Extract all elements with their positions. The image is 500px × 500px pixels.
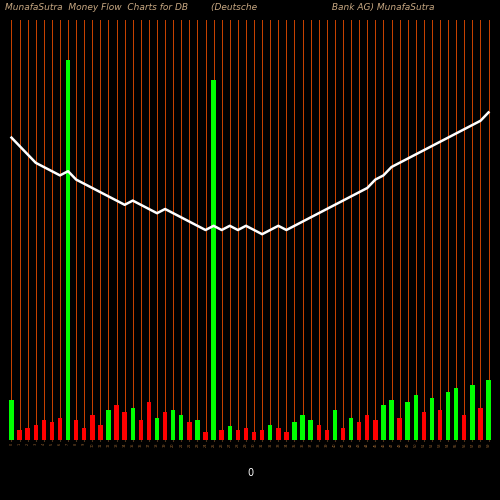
Bar — [236, 430, 240, 440]
Bar — [478, 408, 482, 440]
Bar — [332, 410, 337, 440]
Bar — [187, 422, 192, 440]
Bar — [82, 428, 86, 440]
Bar — [462, 415, 466, 440]
Bar — [357, 422, 362, 440]
Bar — [438, 410, 442, 440]
Bar — [486, 380, 491, 440]
Bar — [58, 418, 62, 440]
Bar — [300, 415, 305, 440]
Bar — [260, 430, 264, 440]
Bar — [50, 422, 54, 440]
Bar — [398, 418, 402, 440]
Bar — [316, 425, 321, 440]
Bar — [414, 395, 418, 440]
Bar — [163, 412, 168, 440]
Bar — [146, 402, 151, 440]
Bar — [220, 430, 224, 440]
Bar — [470, 385, 474, 440]
Bar — [106, 410, 110, 440]
Bar — [66, 60, 70, 440]
Bar — [42, 420, 46, 440]
Bar — [381, 405, 386, 440]
Bar — [171, 410, 175, 440]
Bar — [430, 398, 434, 440]
Bar — [422, 412, 426, 440]
Bar — [195, 420, 200, 440]
Bar — [228, 426, 232, 440]
Bar — [122, 412, 127, 440]
Bar — [365, 415, 370, 440]
Bar — [276, 428, 280, 440]
Bar — [114, 405, 119, 440]
Bar — [130, 408, 135, 440]
Text: 0: 0 — [247, 468, 253, 478]
Bar — [454, 388, 458, 440]
Bar — [90, 415, 94, 440]
Bar — [34, 425, 38, 440]
Bar — [390, 400, 394, 440]
Bar — [244, 428, 248, 440]
Bar — [292, 422, 296, 440]
Bar — [349, 418, 354, 440]
Bar — [446, 392, 450, 440]
Bar — [324, 430, 329, 440]
Bar — [212, 80, 216, 440]
Bar — [98, 425, 102, 440]
Text: MunafaSutra  Money Flow  Charts for DB        (Deutsche                         : MunafaSutra Money Flow Charts for DB (De… — [5, 2, 434, 12]
Bar — [284, 432, 288, 440]
Bar — [373, 420, 378, 440]
Bar — [179, 415, 184, 440]
Bar — [268, 425, 272, 440]
Bar — [18, 430, 22, 440]
Bar — [138, 420, 143, 440]
Bar — [9, 400, 14, 440]
Bar — [74, 420, 78, 440]
Bar — [204, 432, 208, 440]
Bar — [252, 432, 256, 440]
Bar — [26, 428, 30, 440]
Bar — [308, 420, 313, 440]
Bar — [406, 402, 410, 440]
Bar — [155, 418, 159, 440]
Bar — [341, 428, 345, 440]
